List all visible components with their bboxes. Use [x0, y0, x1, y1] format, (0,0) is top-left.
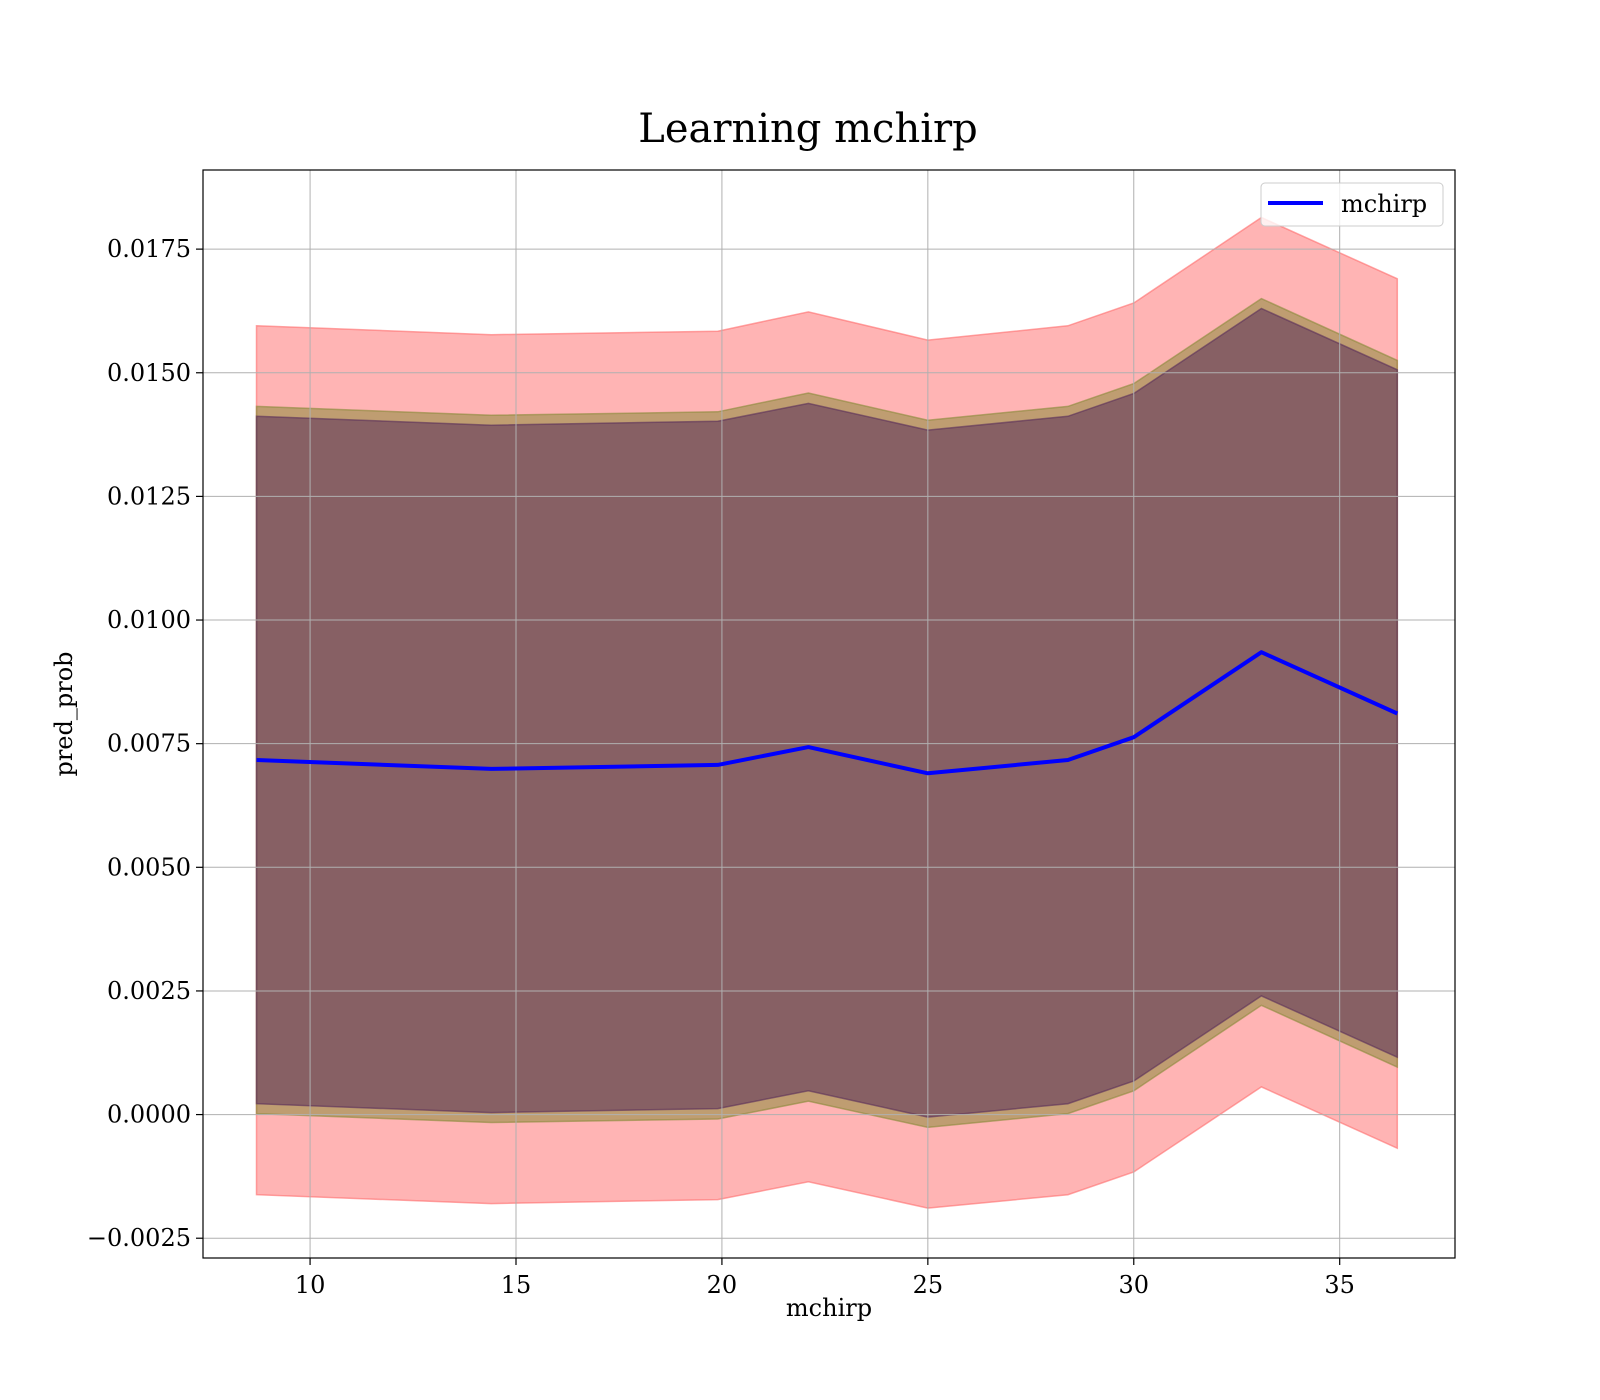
- y-tick-label: 0.0150: [107, 359, 191, 387]
- y-tick-label: −0.0025: [87, 1224, 191, 1252]
- confidence-bands: [255, 216, 1399, 1209]
- y-tick-label: 0.0100: [107, 606, 191, 634]
- chart-title: Learning mchirp: [638, 106, 977, 152]
- series-line-mchirp: [256, 650, 1399, 776]
- axis-ticks: 10 15 20 25 30 35 −0.0025 0.0000 0.0025 0.0050 0.0…: [87, 235, 1355, 1299]
- y-axis-label: pred_prob: [50, 651, 78, 776]
- x-tick-label: 15: [501, 1271, 532, 1299]
- confidence-band-3: [255, 307, 1399, 1118]
- y-tick-label: 0.0050: [107, 853, 191, 881]
- x-tick-label: 35: [1324, 1271, 1355, 1299]
- x-axis-label: mchirp: [786, 1294, 872, 1322]
- x-tick-label: 20: [707, 1271, 738, 1299]
- plot-frame: [202, 169, 1456, 1259]
- y-tick-label: 0.0000: [107, 1101, 191, 1129]
- y-tick-label: 0.0175: [107, 235, 191, 263]
- legend: mchirp: [1260, 182, 1444, 227]
- x-tick-label: 10: [295, 1271, 326, 1299]
- y-tick-label: 0.0125: [107, 482, 191, 510]
- x-tick-label: 25: [913, 1271, 944, 1299]
- y-tick-label: 0.0075: [107, 730, 191, 758]
- legend-box: [1260, 182, 1444, 227]
- grid-lines: [203, 170, 1455, 1258]
- series-lines: [256, 650, 1399, 776]
- x-tick-label: 30: [1118, 1271, 1149, 1299]
- y-tick-label: 0.0025: [107, 977, 191, 1005]
- legend-label: mchirp: [1341, 190, 1427, 218]
